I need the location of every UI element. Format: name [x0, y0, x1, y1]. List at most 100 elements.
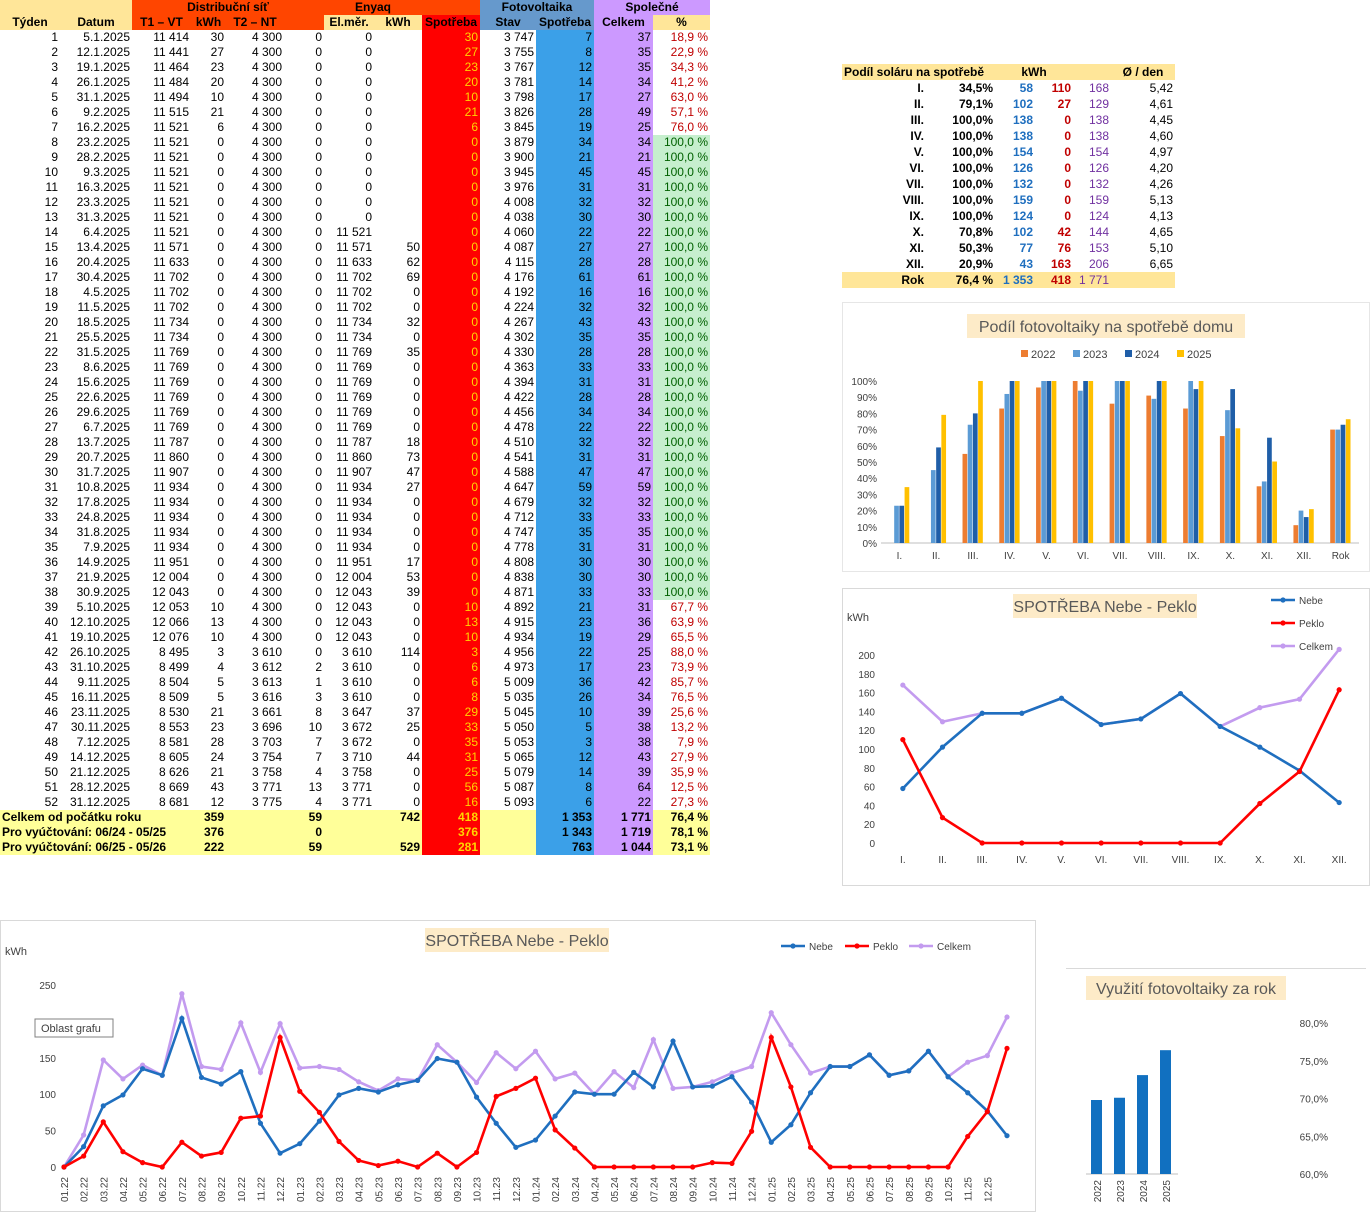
cell-t1[interactable]: 8 553 [158, 720, 189, 734]
cell-t1[interactable]: 11 571 [153, 240, 189, 254]
cell-elmer[interactable]: 11 702 [336, 270, 372, 284]
cell-stav[interactable]: 3 798 [503, 90, 534, 104]
solar-celkem[interactable]: 206 [1088, 257, 1109, 271]
footer-label[interactable]: Pro vyúčtování: 06/25 - 05/26 [0, 840, 191, 855]
cell-kwh3[interactable]: 0 [413, 795, 420, 809]
cell-fv-spotreba[interactable]: 61 [536, 270, 594, 285]
cell-kwh3[interactable]: 0 [413, 690, 420, 704]
cell-pct[interactable]: 22,9 % [670, 45, 708, 59]
cell-kwh2[interactable]: 0 [315, 630, 322, 644]
cell-fv-spotreba[interactable]: 14 [536, 75, 594, 90]
cell-spotreba[interactable]: 23 [422, 60, 480, 75]
footer-kwh3[interactable]: 742 [374, 810, 422, 825]
solar-share[interactable]: 79,1% [958, 97, 993, 111]
cell-kwh2[interactable]: 0 [315, 555, 322, 569]
cell-stav[interactable]: 5 050 [503, 720, 534, 734]
cell-kwh3[interactable] [374, 90, 422, 105]
cell-kwh2[interactable]: 0 [315, 510, 322, 524]
cell-t1[interactable]: 8 509 [158, 690, 189, 704]
cell-t1[interactable]: 8 681 [158, 795, 189, 809]
cell-week[interactable]: 50 [44, 765, 58, 779]
solar-celkem[interactable]: 126 [1088, 161, 1109, 175]
cell-kwh2[interactable]: 0 [315, 120, 322, 134]
cell-pct[interactable]: 65,5 % [670, 630, 708, 644]
cell-elmer[interactable]: 3 758 [341, 765, 372, 779]
cell-elmer[interactable]: 3 672 [341, 735, 372, 749]
solar-perday[interactable]: 4,13 [1149, 209, 1173, 223]
cell-t2[interactable]: 4 300 [251, 345, 282, 359]
cell-spotreba[interactable]: 0 [422, 330, 480, 345]
cell-pct[interactable]: 100,0 % [653, 285, 710, 300]
cell-t2[interactable]: 4 300 [251, 630, 282, 644]
cell-celkem[interactable]: 31 [594, 540, 653, 555]
cell-kwh2[interactable]: 0 [315, 330, 322, 344]
cell-t1[interactable]: 11 521 [153, 180, 189, 194]
cell-date[interactable]: 8.6.2025 [83, 360, 130, 374]
cell-t2[interactable]: 4 300 [251, 105, 282, 119]
cell-pct[interactable]: 100,0 % [653, 240, 710, 255]
cell-elmer[interactable]: 11 702 [336, 300, 372, 314]
cell-kwh2[interactable]: 0 [315, 90, 322, 104]
chart-spotreba-month[interactable]: SPOTŘEBA Nebe - Peklo kWh Nebe Peklo Celkem 0… [842, 588, 1370, 886]
cell-date[interactable]: 18.5.2025 [76, 315, 130, 329]
cell-date[interactable]: 31.3.2025 [76, 210, 130, 224]
cell-t1[interactable]: 8 504 [158, 675, 189, 689]
cell-pct[interactable]: 35,9 % [670, 765, 708, 779]
cell-kwh2[interactable]: 0 [315, 495, 322, 509]
cell-spotreba[interactable]: 0 [422, 480, 480, 495]
cell-pct[interactable]: 100,0 % [653, 195, 710, 210]
cell-date[interactable]: 19.10.2025 [69, 630, 130, 644]
cell-pct[interactable]: 100,0 % [653, 315, 710, 330]
cell-kwh1[interactable]: 10 [210, 600, 224, 614]
cell-t1[interactable]: 8 495 [158, 645, 189, 659]
cell-date[interactable]: 12.1.2025 [76, 45, 130, 59]
solar-celkem[interactable]: 138 [1088, 113, 1109, 127]
cell-celkem[interactable]: 30 [594, 210, 653, 225]
cell-t1[interactable]: 11 702 [153, 270, 189, 284]
solar-month[interactable]: VII. [905, 177, 924, 191]
cell-date[interactable]: 30.9.2025 [76, 585, 130, 599]
cell-stav[interactable]: 4 038 [503, 210, 534, 224]
cell-t2[interactable]: 4 300 [251, 435, 282, 449]
cell-pct[interactable]: 100,0 % [653, 525, 710, 540]
cell-elmer[interactable]: 12 043 [335, 600, 372, 614]
cell-kwh2[interactable]: 1 [315, 675, 322, 689]
cell-kwh3[interactable]: 0 [413, 600, 420, 614]
cell-t2[interactable]: 4 300 [251, 555, 282, 569]
cell-pct[interactable]: 100,0 % [653, 300, 710, 315]
cell-pct[interactable]: 100,0 % [653, 330, 710, 345]
cell-stav[interactable]: 5 079 [503, 765, 534, 779]
cell-spotreba[interactable]: 0 [422, 150, 480, 165]
cell-celkem[interactable]: 32 [594, 195, 653, 210]
cell-pct[interactable]: 100,0 % [653, 270, 710, 285]
cell-spotreba[interactable]: 0 [422, 420, 480, 435]
cell-kwh3[interactable]: 0 [413, 300, 420, 314]
footer-kwh2[interactable]: 59 [284, 810, 324, 825]
cell-pct[interactable]: 27,3 % [670, 795, 708, 809]
cell-kwh1[interactable]: 0 [217, 270, 224, 284]
cell-date[interactable]: 13.4.2025 [76, 240, 130, 254]
cell-kwh2[interactable]: 7 [315, 735, 322, 749]
solar-share[interactable]: 100,0% [952, 193, 993, 207]
cell-pct[interactable]: 63,9 % [670, 615, 708, 629]
cell-week[interactable]: 7 [51, 120, 58, 134]
cell-t1[interactable]: 11 521 [153, 195, 189, 209]
cell-fv-spotreba[interactable]: 7 [536, 30, 594, 45]
cell-pct[interactable]: 7,9 % [677, 735, 708, 749]
cell-elmer[interactable]: 3 672 [341, 720, 372, 734]
cell-celkem[interactable]: 33 [594, 585, 653, 600]
cell-pct[interactable]: 27,9 % [670, 750, 708, 764]
solar-perday[interactable]: 6,65 [1149, 257, 1173, 271]
cell-kwh3[interactable]: 32 [406, 315, 420, 329]
cell-elmer[interactable]: 0 [365, 165, 372, 179]
cell-pct[interactable]: 100,0 % [653, 420, 710, 435]
solar-month[interactable]: II. [913, 97, 924, 111]
cell-kwh1[interactable]: 0 [217, 180, 224, 194]
footer-blank[interactable] [226, 810, 284, 825]
cell-kwh1[interactable]: 5 [217, 675, 224, 689]
cell-kwh3[interactable]: 0 [413, 390, 420, 404]
cell-stav[interactable]: 5 045 [503, 705, 534, 719]
solar-peklo[interactable]: 110 [1051, 81, 1071, 95]
cell-t1[interactable]: 11 521 [153, 225, 189, 239]
cell-week[interactable]: 9 [51, 150, 58, 164]
